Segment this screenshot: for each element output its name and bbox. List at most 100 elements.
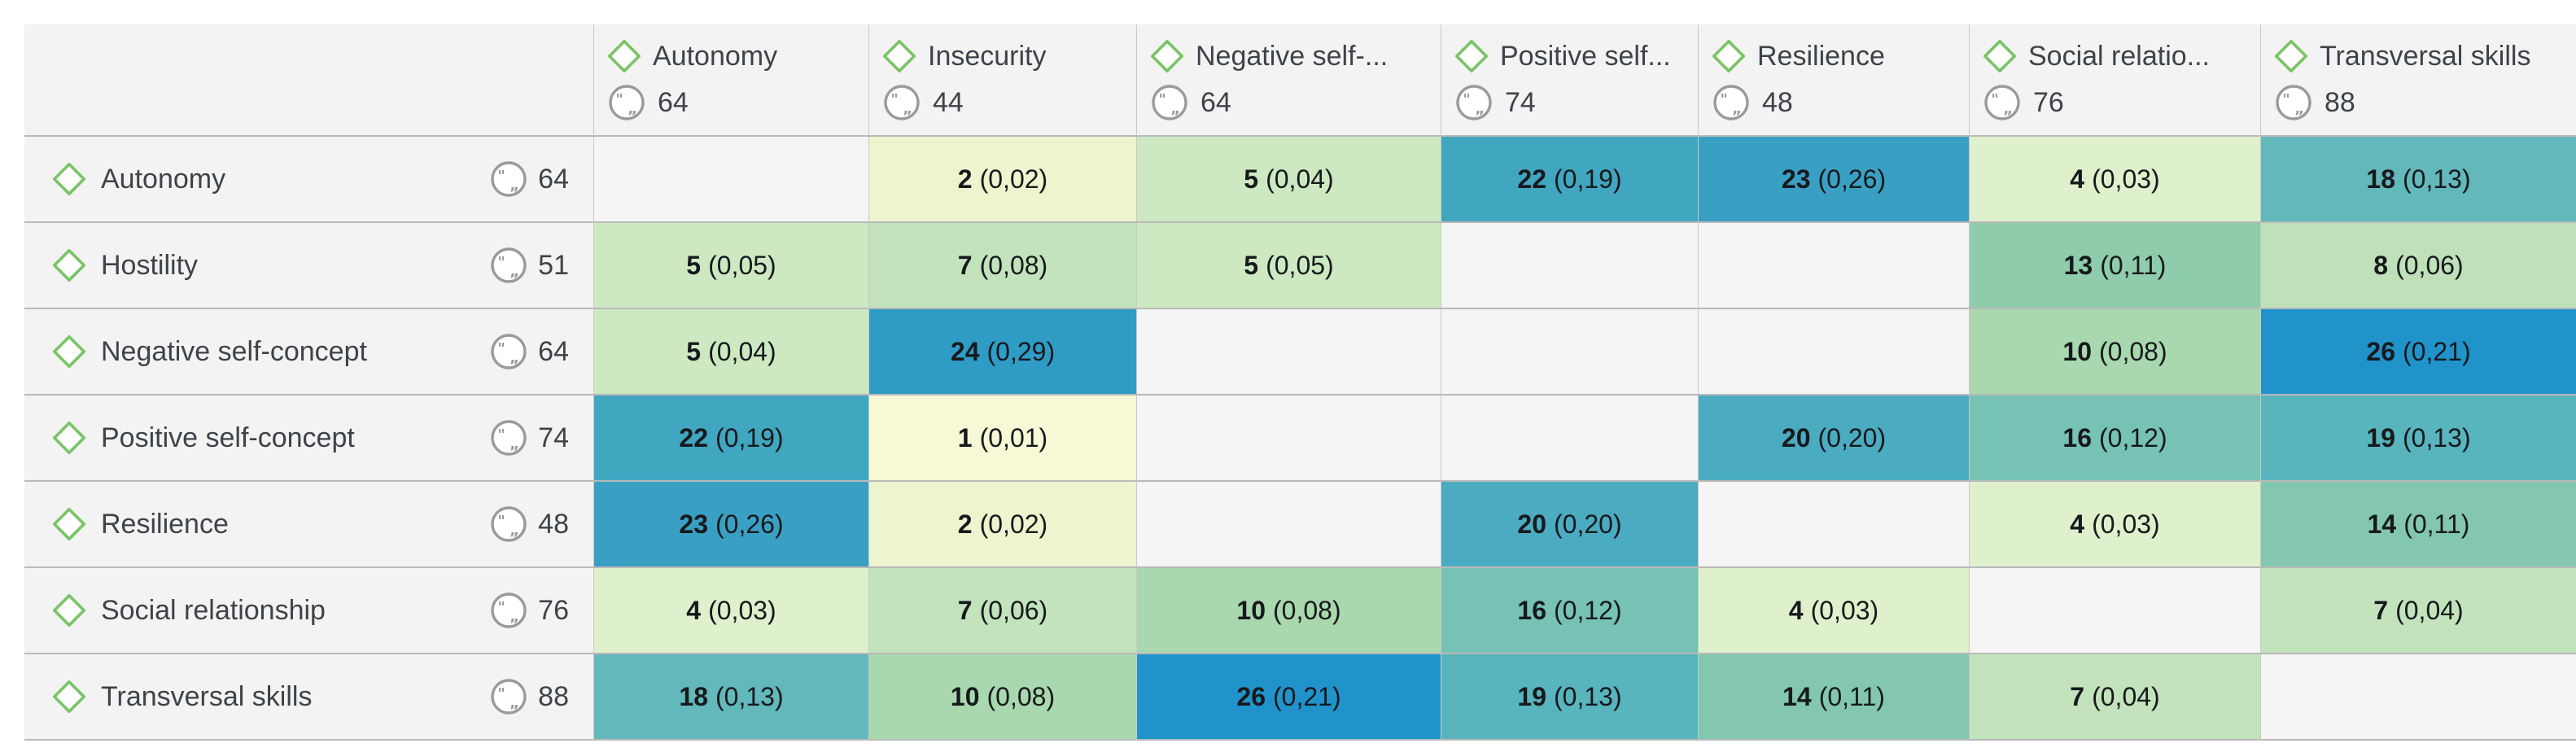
matrix-cell[interactable]: 5 (0,04) (594, 309, 869, 396)
cell-relative-frequency: (0,13) (2403, 164, 2471, 194)
matrix-cell[interactable]: 18 (0,13) (2261, 137, 2576, 223)
matrix-cell[interactable]: 4 (0,03) (1699, 568, 1970, 654)
svg-text:": " (1463, 91, 1470, 108)
code-diamond-icon (607, 39, 641, 73)
cell-relative-frequency: (0,11) (2100, 250, 2167, 280)
matrix-cell[interactable] (1699, 223, 1970, 309)
matrix-cell[interactable]: 10 (0,08) (1137, 568, 1441, 654)
matrix-cell[interactable]: 10 (0,08) (1970, 309, 2261, 396)
column-header[interactable]: Resilience " „ 48 (1699, 24, 1970, 137)
row-header[interactable]: Resilience " „ 48 (24, 482, 594, 568)
row-coded-segments-count: 64 (538, 163, 569, 195)
matrix-cell[interactable]: 26 (0,21) (1137, 654, 1441, 741)
coded-segments-count-icon: "„ (2276, 85, 2311, 120)
row-label: Autonomy (101, 163, 226, 195)
row-header[interactable]: Positive self-concept " „ 74 (24, 396, 594, 482)
matrix-cell[interactable] (1699, 309, 1970, 396)
matrix-cell[interactable]: 19 (0,13) (1441, 654, 1699, 741)
row-label: Negative self-concept (101, 335, 367, 367)
matrix-cell[interactable]: 23 (0,26) (594, 482, 869, 568)
code-diamond-icon (1983, 39, 2017, 73)
matrix-cell[interactable]: 7 (0,04) (1970, 654, 2261, 741)
matrix-cell[interactable]: 4 (0,03) (1970, 137, 2261, 223)
matrix-cell[interactable]: 7 (0,08) (869, 223, 1137, 309)
row-coded-segments-count: 64 (538, 335, 569, 367)
column-header-count: " „ 64 (607, 83, 864, 122)
column-coded-segments-count: 44 (933, 86, 964, 118)
matrix-cell[interactable]: 5 (0,05) (594, 223, 869, 309)
cell-count: 7 (2070, 681, 2085, 711)
svg-text:": " (1720, 91, 1727, 108)
matrix-cell[interactable] (1699, 482, 1970, 568)
code-diamond-icon (52, 680, 86, 714)
matrix-cell[interactable]: 7 (0,04) (2261, 568, 2576, 654)
matrix-cell[interactable]: 14 (0,11) (2261, 482, 2576, 568)
matrix-cell[interactable]: 7 (0,06) (869, 568, 1137, 654)
matrix-cell[interactable]: 22 (0,19) (594, 396, 869, 482)
row-header-title: Hostility (52, 248, 198, 282)
cell-count: 14 (2367, 509, 2397, 539)
matrix-cell[interactable]: 5 (0,05) (1137, 223, 1441, 309)
coded-segments-count-icon: "„ (1456, 85, 1492, 120)
matrix-cell[interactable] (1137, 482, 1441, 568)
column-header[interactable]: Insecurity " „ 44 (869, 24, 1137, 137)
matrix-cell[interactable] (1970, 568, 2261, 654)
matrix-cell[interactable]: 4 (0,03) (1970, 482, 2261, 568)
matrix-cell[interactable]: 24 (0,29) (869, 309, 1137, 396)
coded-segments-count-icon: "„ (1713, 85, 1749, 120)
matrix-cell[interactable] (1441, 396, 1699, 482)
column-label: Social relatio... (2028, 40, 2210, 72)
code-diamond-icon (882, 39, 916, 73)
matrix-cell[interactable]: 20 (0,20) (1699, 396, 1970, 482)
column-header[interactable]: Positive self... " „ 74 (1441, 24, 1699, 137)
matrix-cell[interactable]: 13 (0,11) (1970, 223, 2261, 309)
column-header[interactable]: Negative self-... " „ 64 (1137, 24, 1441, 137)
matrix-cell[interactable] (2261, 654, 2576, 741)
column-header[interactable]: Autonomy " „ 64 (594, 24, 869, 137)
row-header[interactable]: Negative self-concept " „ 64 (24, 309, 594, 396)
column-header[interactable]: Transversal skills " „ 88 (2261, 24, 2576, 137)
matrix-cell[interactable] (1137, 396, 1441, 482)
matrix-cell[interactable]: 5 (0,04) (1137, 137, 1441, 223)
svg-text:": " (1991, 91, 1998, 108)
cell-count: 10 (2062, 336, 2092, 366)
column-header-count: " „ 44 (882, 83, 1131, 122)
cell-relative-frequency: (0,04) (2092, 681, 2160, 711)
column-label: Positive self... (1500, 40, 1671, 72)
matrix-cell[interactable]: 16 (0,12) (1441, 568, 1699, 654)
svg-text:„: „ (1732, 101, 1742, 118)
matrix-cell[interactable] (594, 137, 869, 223)
matrix-cell[interactable]: 2 (0,02) (869, 137, 1137, 223)
matrix-cell[interactable] (1441, 223, 1699, 309)
column-header[interactable]: Social relatio... " „ 76 (1970, 24, 2261, 137)
svg-text:„: „ (2003, 101, 2013, 118)
matrix-cell[interactable] (1441, 309, 1699, 396)
cell-relative-frequency: (0,21) (2403, 336, 2471, 366)
row-header[interactable]: Social relationship " „ 76 (24, 568, 594, 654)
matrix-cell[interactable]: 14 (0,11) (1699, 654, 1970, 741)
matrix-cell[interactable]: 2 (0,02) (869, 482, 1137, 568)
matrix-cell[interactable]: 23 (0,26) (1699, 137, 1970, 223)
row-header[interactable]: Transversal skills " „ 88 (24, 654, 594, 741)
matrix-cell[interactable]: 22 (0,19) (1441, 137, 1699, 223)
matrix-cell[interactable]: 20 (0,20) (1441, 482, 1699, 568)
cell-count: 5 (1244, 164, 1259, 194)
matrix-cell[interactable]: 26 (0,21) (2261, 309, 2576, 396)
column-coded-segments-count: 48 (1762, 86, 1793, 118)
matrix-cell[interactable]: 8 (0,06) (2261, 223, 2576, 309)
matrix-cell[interactable]: 19 (0,13) (2261, 396, 2576, 482)
matrix-cell[interactable]: 1 (0,01) (869, 396, 1137, 482)
matrix-cell[interactable]: 18 (0,13) (594, 654, 869, 741)
column-header-count: " „ 74 (1454, 83, 1693, 122)
matrix-cell[interactable]: 4 (0,03) (594, 568, 869, 654)
row-header[interactable]: Autonomy " „ 64 (24, 137, 594, 223)
row-header[interactable]: Hostility " „ 51 (24, 223, 594, 309)
coded-segments-count-icon: "„ (609, 85, 645, 120)
svg-text:„: „ (1475, 101, 1485, 118)
matrix-cell[interactable] (1137, 309, 1441, 396)
matrix-cell[interactable]: 16 (0,12) (1970, 396, 2261, 482)
cell-relative-frequency: (0,19) (1554, 164, 1622, 194)
matrix-cell[interactable]: 10 (0,08) (869, 654, 1137, 741)
cell-count: 26 (2366, 336, 2395, 366)
cell-relative-frequency: (0,12) (1554, 595, 1622, 625)
